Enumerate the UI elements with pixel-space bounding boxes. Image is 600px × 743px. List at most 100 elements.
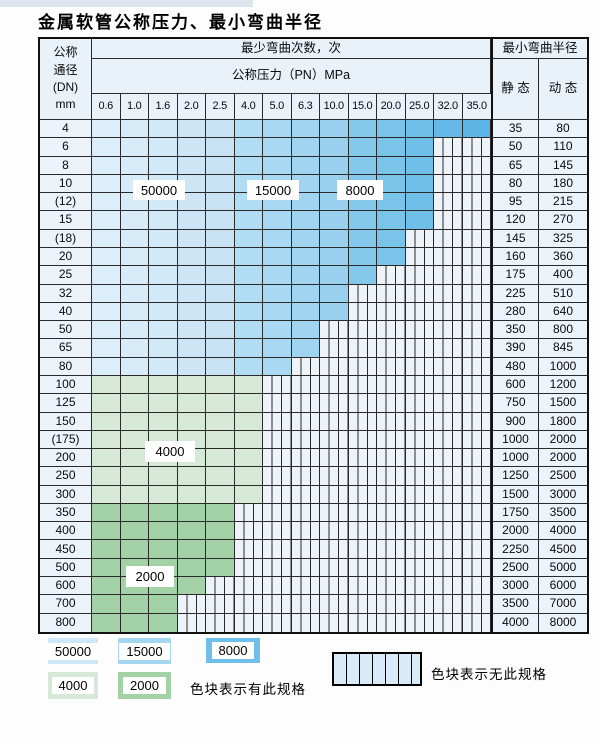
static-radius-cell: 2500: [491, 558, 539, 578]
spec-cell: [92, 540, 121, 559]
spec-cell: [177, 247, 206, 267]
pressure-col-header: 5.0: [263, 94, 292, 120]
spec-cell: [149, 138, 178, 157]
no-spec-cell: [320, 467, 349, 486]
no-spec-cell: [462, 449, 491, 468]
spec-cell: [263, 302, 292, 322]
static-radius-cell: 145: [491, 229, 539, 248]
no-spec-cell: [320, 613, 349, 632]
spec-cell: [377, 156, 406, 175]
no-spec-cell: [462, 485, 491, 504]
no-spec-cell: [462, 375, 491, 395]
legend-swatch-4000: 4000: [48, 672, 98, 699]
no-spec-cell: [320, 394, 349, 413]
spec-cell: [234, 449, 263, 468]
no-spec-cell: [434, 577, 463, 596]
spec-cell: [348, 211, 377, 230]
static-radius-cell: 175: [491, 266, 539, 285]
no-spec-cell: [377, 394, 406, 413]
spec-cell: [320, 302, 349, 322]
no-spec-cell: [377, 430, 406, 450]
no-spec-cell: [434, 449, 463, 468]
no-spec-cell: [377, 284, 406, 303]
spec-cell: [149, 595, 178, 614]
no-spec-cell: [234, 522, 263, 541]
no-spec-cell: [405, 302, 434, 322]
static-radius-cell: 1500: [491, 485, 539, 504]
dynamic-radius-cell: 110: [539, 138, 587, 157]
no-spec-cell: [291, 613, 320, 632]
no-spec-cell: [377, 503, 406, 523]
spec-cell: [177, 503, 206, 523]
no-spec-cell: [348, 375, 377, 395]
dynamic-radius-cell: 3500: [539, 503, 587, 523]
dn-cell: (175): [40, 430, 92, 450]
spec-cell: [348, 247, 377, 267]
spec-cell: [405, 174, 434, 194]
no-spec-cell: [234, 613, 263, 632]
static-radius-cell: 65: [491, 156, 539, 175]
nominal-pressure-header: 公称压力（PN）MPa: [92, 59, 491, 94]
dynamic-radius-cell: 6000: [539, 577, 587, 596]
spec-cell: [348, 156, 377, 175]
no-spec-cell: [434, 339, 463, 358]
dn-header-line: 公称: [53, 45, 78, 60]
spec-cell: [234, 247, 263, 267]
spec-cell: [206, 302, 235, 322]
legend-no-spec-swatch: [332, 652, 422, 686]
no-spec-cell: [291, 558, 320, 578]
dynamic-header: 动 态: [539, 59, 587, 120]
spec-cell: [234, 394, 263, 413]
dn-cell: 25: [40, 266, 92, 285]
static-radius-cell: 350: [491, 321, 539, 340]
legend-swatch-label: 2000: [123, 677, 166, 694]
no-spec-cell: [320, 449, 349, 468]
static-radius-cell: 50: [491, 138, 539, 157]
spec-cell: [120, 321, 149, 340]
band-label-8000: 8000: [337, 180, 383, 200]
no-spec-cell: [291, 357, 320, 376]
no-spec-cell: [405, 540, 434, 559]
no-spec-cell: [405, 412, 434, 431]
no-spec-cell: [320, 540, 349, 559]
no-spec-cell: [405, 595, 434, 614]
static-radius-cell: 600: [491, 375, 539, 395]
spec-cell: [120, 394, 149, 413]
spec-cell: [234, 321, 263, 340]
no-spec-cell: [462, 412, 491, 431]
spec-cell: [120, 120, 149, 139]
spec-cell: [206, 284, 235, 303]
top-strip-decoration: [0, 0, 253, 7]
no-spec-cell: [434, 503, 463, 523]
spec-cell: [92, 193, 121, 212]
pressure-col-header: 1.6: [149, 94, 178, 120]
spec-cell: [320, 156, 349, 175]
no-spec-cell: [434, 613, 463, 632]
no-spec-cell: [434, 357, 463, 376]
pressure-table-grid: 公称 通径 (DN) mm 最少弯曲次数，次 最小弯曲半径 公称压力（PN）MP…: [38, 37, 589, 634]
no-spec-cell: [405, 357, 434, 376]
spec-cell: [120, 613, 149, 632]
spec-cell: [92, 302, 121, 322]
no-spec-cell: [434, 394, 463, 413]
no-spec-cell: [348, 284, 377, 303]
no-spec-cell: [320, 412, 349, 431]
spec-cell: [434, 120, 463, 139]
spec-cell: [149, 284, 178, 303]
spec-cell: [177, 412, 206, 431]
dn-cell: 350: [40, 503, 92, 523]
spec-cell: [177, 266, 206, 285]
spec-cell: [405, 156, 434, 175]
spec-cell: [177, 540, 206, 559]
no-spec-cell: [462, 339, 491, 358]
spec-cell: [92, 339, 121, 358]
spec-cell: [92, 284, 121, 303]
spec-cell: [234, 485, 263, 504]
no-spec-cell: [263, 522, 292, 541]
no-spec-cell: [348, 503, 377, 523]
no-spec-cell: [462, 302, 491, 322]
spec-cell: [291, 284, 320, 303]
spec-cell: [291, 302, 320, 322]
spec-cell: [377, 229, 406, 248]
no-spec-cell: [434, 247, 463, 267]
